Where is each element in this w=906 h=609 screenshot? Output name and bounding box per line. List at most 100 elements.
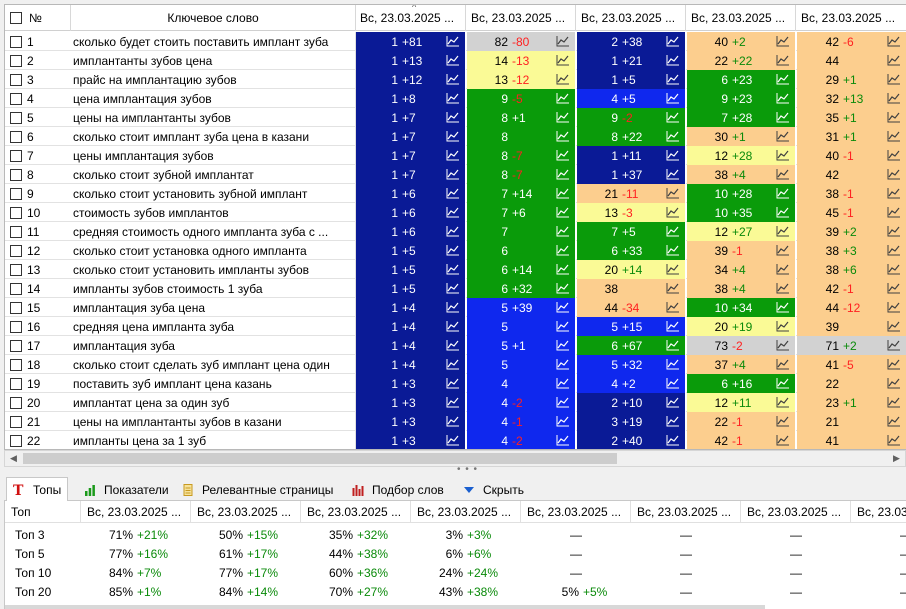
position-cell[interactable]: 3 +19 [577,412,686,431]
line-chart-icon[interactable] [776,73,790,85]
row-checkbox-cell[interactable] [10,146,26,165]
line-chart-icon[interactable] [446,434,460,446]
keyword-cell[interactable]: сколько будет стоить поставить имплант з… [71,32,356,51]
tab-4[interactable]: Скрыть [457,479,530,501]
position-cell[interactable]: 6 [467,241,576,260]
tab-1[interactable]: Показатели [78,479,175,501]
row-checkbox-cell[interactable] [10,241,26,260]
position-cell[interactable]: 1 +4 [356,336,466,355]
line-chart-icon[interactable] [776,301,790,313]
position-cell[interactable]: 6 +67 [577,336,686,355]
tops-header-first[interactable]: Топ [5,501,81,523]
line-chart-icon[interactable] [446,244,460,256]
line-chart-icon[interactable] [666,187,680,199]
position-cell[interactable]: 21 [797,412,906,431]
line-chart-icon[interactable] [776,377,790,389]
row-checkbox[interactable] [10,282,22,295]
position-cell[interactable]: 13 -3 [577,203,686,222]
position-cell[interactable]: 8 [467,127,576,146]
position-cell[interactable]: 1 +4 [356,298,466,317]
table-row[interactable]: 15 имплантация зуба цена 1 +4 5 +39 44 -34 10 +34… [5,298,906,317]
row-checkbox[interactable] [10,206,22,219]
line-chart-icon[interactable] [446,358,460,370]
tops-header-date-7[interactable]: Вс, 23.03.2025 ... [851,501,906,523]
position-cell[interactable]: 1 +8 [356,89,466,108]
keyword-cell[interactable]: цена имплантация зубов [71,89,356,108]
tab-3[interactable]: Подбор слов [346,479,450,501]
line-chart-icon[interactable] [666,263,680,275]
line-chart-icon[interactable] [446,35,460,47]
row-checkbox[interactable] [10,320,22,333]
position-cell[interactable]: 38 +6 [797,260,906,279]
row-checkbox[interactable] [10,225,22,238]
position-cell[interactable]: 31 +1 [797,127,906,146]
position-cell[interactable]: 22 [797,374,906,393]
line-chart-icon[interactable] [776,92,790,104]
keyword-cell[interactable]: сколько стоит зубной имплантат [71,165,356,184]
keyword-cell[interactable]: стоимость зубов имплантов [71,203,356,222]
line-chart-icon[interactable] [446,111,460,123]
line-chart-icon[interactable] [776,149,790,161]
line-chart-icon[interactable] [887,339,901,351]
line-chart-icon[interactable] [776,244,790,256]
table-row[interactable]: 21 цены на имплантанты зубов в казани 1 +3 4… [5,412,906,431]
line-chart-icon[interactable] [666,434,680,446]
position-cell[interactable]: 40 -1 [797,146,906,165]
scroll-right-icon[interactable]: ▶ [893,453,900,463]
line-chart-icon[interactable] [776,187,790,199]
line-chart-icon[interactable] [556,339,570,351]
line-chart-icon[interactable] [446,225,460,237]
position-cell[interactable]: 4 -1 [467,412,576,431]
position-cell[interactable]: 6 +16 [687,374,796,393]
line-chart-icon[interactable] [446,168,460,180]
keyword-cell[interactable]: сколько стоит установка одного импланта [71,241,356,260]
line-chart-icon[interactable] [666,301,680,313]
position-cell[interactable]: 73 -2 [687,336,796,355]
line-chart-icon[interactable] [446,301,460,313]
position-cell[interactable]: 38 +4 [687,165,796,184]
line-chart-icon[interactable] [556,130,570,142]
table-row[interactable]: 4 цена имплантация зубов 1 +8 9 -5 4 +5 9 +23 32 +1… [5,89,906,108]
header-date-4[interactable]: Вс, 23.03.2025 ... [797,5,906,31]
line-chart-icon[interactable] [666,35,680,47]
position-cell[interactable]: 40 +2 [687,32,796,51]
line-chart-icon[interactable] [776,282,790,294]
table-row[interactable]: 5 цены на имплантанты зубов 1 +7 8 +1 9 -2 7 +28 3… [5,108,906,127]
position-cell[interactable]: 12 +11 [687,393,796,412]
row-checkbox-cell[interactable] [10,279,26,298]
position-cell[interactable]: 2 +10 [577,393,686,412]
position-cell[interactable]: 8 +22 [577,127,686,146]
line-chart-icon[interactable] [887,377,901,389]
line-chart-icon[interactable] [556,415,570,427]
line-chart-icon[interactable] [887,54,901,66]
line-chart-icon[interactable] [666,130,680,142]
line-chart-icon[interactable] [887,282,901,294]
line-chart-icon[interactable] [666,111,680,123]
position-cell[interactable]: 1 +7 [356,108,466,127]
row-checkbox-cell[interactable] [10,317,26,336]
position-cell[interactable]: 20 +14 [577,260,686,279]
line-chart-icon[interactable] [666,282,680,294]
line-chart-icon[interactable] [446,396,460,408]
tops-row[interactable]: Топ 5 77% +16% 61% +17% 44% +38% 6% +6% — — — — [5,544,906,563]
keyword-cell[interactable]: импланты цена за 1 зуб [71,431,356,449]
line-chart-icon[interactable] [887,415,901,427]
position-cell[interactable]: 8 -7 [467,146,576,165]
line-chart-icon[interactable] [776,130,790,142]
position-cell[interactable]: 42 [797,165,906,184]
line-chart-icon[interactable] [666,206,680,218]
row-checkbox-cell[interactable] [10,260,26,279]
position-cell[interactable]: 5 +32 [577,355,686,374]
position-cell[interactable]: 34 +4 [687,260,796,279]
keyword-cell[interactable]: цены на имплантанты зубов в казани [71,412,356,431]
table-row[interactable]: 2 имплантанты зубов цена 1 +13 14 -13 1 +21 22 +2… [5,51,906,70]
horizontal-scrollbar[interactable]: ◀ ▶ [4,450,906,467]
line-chart-icon[interactable] [776,434,790,446]
header-keyword[interactable]: Ключевое слово [71,5,356,31]
position-cell[interactable]: 1 +5 [577,70,686,89]
keyword-cell[interactable]: имплантанты зубов цена [71,51,356,70]
table-row[interactable]: 20 имплантат цена за один зуб 1 +3 4 -2 2 +10 12… [5,393,906,412]
tab-0[interactable]: T Топы [6,477,69,502]
line-chart-icon[interactable] [556,320,570,332]
line-chart-icon[interactable] [776,396,790,408]
